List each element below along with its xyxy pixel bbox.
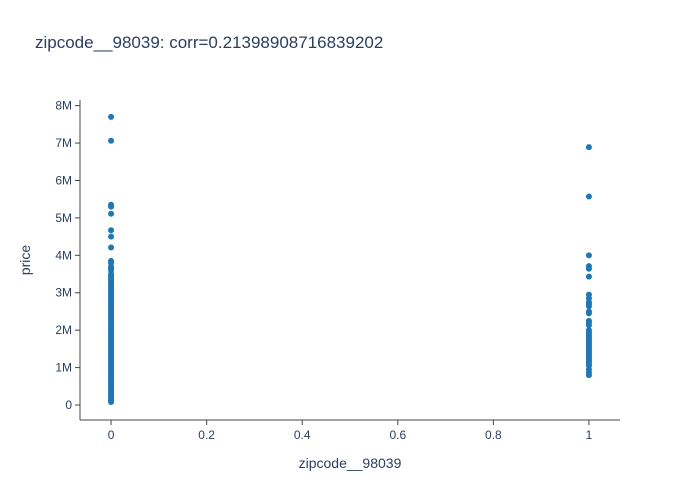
y-tick-label: 3M: [55, 286, 72, 300]
x-tick-label: 0.8: [485, 428, 502, 442]
data-point[interactable]: [585, 303, 592, 310]
data-point[interactable]: [108, 113, 115, 120]
data-point[interactable]: [108, 137, 115, 144]
x-axis-title: zipcode__98039: [299, 455, 402, 471]
data-point[interactable]: [108, 210, 115, 217]
y-tick-label: 4M: [55, 248, 72, 262]
y-tick-label: 5M: [55, 211, 72, 225]
y-tick-label: 8M: [55, 99, 72, 113]
data-point[interactable]: [108, 203, 115, 210]
x-tick-label: 0.6: [389, 428, 406, 442]
y-axis-title: price: [17, 245, 33, 276]
data-point[interactable]: [108, 233, 115, 240]
data-point[interactable]: [108, 399, 115, 406]
data-point[interactable]: [108, 385, 115, 392]
x-tick-label: 0.2: [198, 428, 215, 442]
x-tick-label: 0: [108, 428, 115, 442]
x-axis-ticks: 0 0.2 0.4 0.6 0.8 1: [108, 420, 593, 442]
data-point[interactable]: [585, 252, 592, 259]
data-point[interactable]: [585, 372, 592, 379]
y-tick-label: 0: [65, 398, 72, 412]
data-point[interactable]: [585, 273, 592, 280]
data-point[interactable]: [585, 310, 592, 317]
data-point[interactable]: [585, 193, 592, 200]
x-tick-label: 0.4: [294, 428, 311, 442]
y-axis-ticks: 0 1M 2M 3M 4M 5M 6M 7M 8M: [55, 99, 80, 412]
points-layer: [108, 113, 592, 406]
data-point[interactable]: [585, 144, 592, 151]
chart-title: zipcode__98039: corr=0.21398908716839202: [35, 33, 384, 52]
y-tick-label: 6M: [55, 173, 72, 187]
data-point[interactable]: [108, 244, 115, 251]
y-tick-label: 1M: [55, 361, 72, 375]
y-tick-label: 2M: [55, 323, 72, 337]
y-tick-label: 7M: [55, 136, 72, 150]
data-point[interactable]: [585, 322, 592, 329]
x-tick-label: 1: [586, 428, 593, 442]
data-point[interactable]: [108, 227, 115, 234]
data-point[interactable]: [585, 265, 592, 272]
